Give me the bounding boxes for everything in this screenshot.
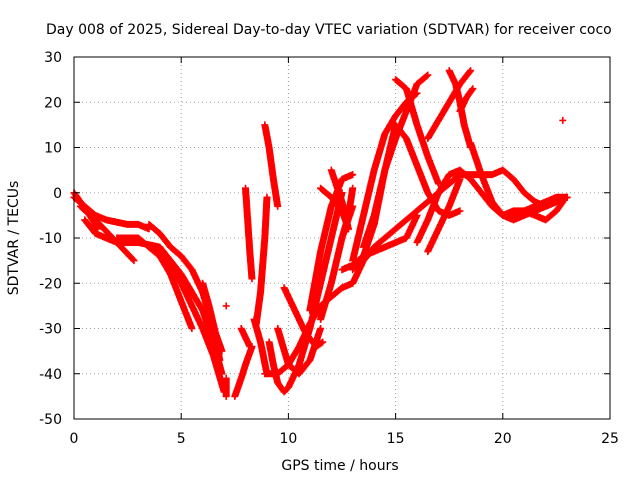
series-arc-13 <box>242 184 256 283</box>
data-marker-trail <box>237 325 254 351</box>
data-marker-trail <box>499 198 567 224</box>
x-tick-label: 10 <box>279 431 297 447</box>
x-tick-label: 0 <box>70 431 79 447</box>
series-arc-15 <box>252 193 271 328</box>
data-marker-trail <box>456 85 477 115</box>
data-marker-trail <box>261 121 282 210</box>
series-arc-17 <box>261 121 282 210</box>
series-arc-41 <box>559 116 567 124</box>
data-marker-trail <box>280 284 327 351</box>
series-arc-40 <box>499 198 567 224</box>
data-points <box>70 67 571 400</box>
series-arc-31 <box>392 76 442 188</box>
axis-ticks: 0 5 10 15 20 25 -50 -40 -30 -20 -10 0 10 20 30 <box>39 50 619 447</box>
series-arc-08 <box>199 279 226 355</box>
x-tick-label: 25 <box>601 431 619 447</box>
data-marker-trail <box>424 175 464 256</box>
y-tick-label: -30 <box>39 322 62 338</box>
y-tick-label: -10 <box>39 231 62 247</box>
data-marker-trail <box>145 243 228 396</box>
y-tick-label: 20 <box>44 95 62 111</box>
series-arc-28 <box>349 89 421 265</box>
series-arc-20 <box>280 284 327 351</box>
x-tick-label: 20 <box>494 431 512 447</box>
data-marker-trail <box>392 76 442 188</box>
data-marker-trail <box>242 184 256 283</box>
x-axis-label: GPS time / hours <box>281 458 398 474</box>
series-arc-19 <box>274 325 325 378</box>
y-tick-label: -40 <box>39 367 62 383</box>
series-arc-11 <box>231 343 256 400</box>
series-arc-33 <box>424 175 464 256</box>
x-tick-label: 5 <box>177 431 186 447</box>
y-tick-label: -50 <box>39 412 62 428</box>
series-arc-12 <box>237 325 254 351</box>
series-arc-36 <box>456 85 477 115</box>
series-arc-09 <box>222 374 230 400</box>
chart-title: Day 008 of 2025, Sidereal Day-to-day VTE… <box>46 22 612 38</box>
y-axis-label: SDTVAR / TECUs <box>6 181 22 296</box>
data-marker-trail <box>274 325 325 378</box>
data-marker-trail <box>222 374 230 400</box>
data-marker-trail <box>222 302 230 310</box>
y-tick-label: 30 <box>44 50 62 66</box>
data-marker-trail <box>349 89 421 265</box>
data-marker-trail <box>338 184 357 242</box>
x-tick-label: 15 <box>387 431 405 447</box>
data-marker-trail <box>559 116 567 124</box>
series-arc-25 <box>338 184 357 242</box>
y-tick-label: 10 <box>44 141 62 157</box>
series-arc-06 <box>145 243 228 396</box>
data-marker-trail <box>199 279 226 355</box>
data-marker-trail <box>231 343 256 400</box>
data-marker-trail <box>252 193 271 328</box>
series-arc-10 <box>222 302 230 310</box>
y-tick-label: -20 <box>39 276 62 292</box>
y-tick-label: 0 <box>53 186 62 202</box>
